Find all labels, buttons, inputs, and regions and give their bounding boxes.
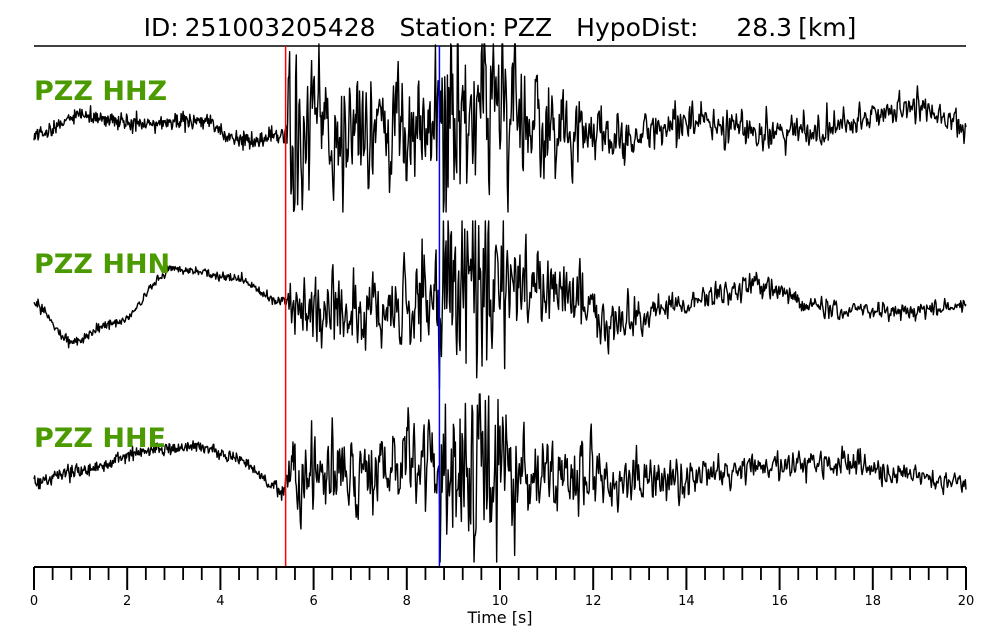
time-axis: 0 2 4 6 8 10 12 14 16 18 20 bbox=[30, 566, 975, 609]
x-tick-label: 0 bbox=[30, 594, 38, 609]
station-label: Station: bbox=[400, 13, 497, 42]
station-code: PZZ bbox=[503, 13, 552, 42]
hypodist-value: 28.3 bbox=[736, 13, 792, 42]
hypodist-unit: [km] bbox=[798, 13, 856, 42]
x-axis-label: Time [s] bbox=[466, 608, 532, 627]
x-tick-label: 20 bbox=[958, 594, 975, 609]
x-tick-label: 4 bbox=[216, 594, 224, 609]
waveform-trace-2 bbox=[33, 220, 967, 390]
phase-pick-group bbox=[284, 46, 441, 567]
trace-group bbox=[33, 43, 967, 563]
x-tick-label: 2 bbox=[123, 594, 131, 609]
trace-label-1: PZZ HHZ bbox=[34, 76, 167, 107]
waveform-trace-1 bbox=[33, 43, 967, 213]
x-tick-label: 8 bbox=[403, 594, 411, 609]
hypodist-label: HypoDist: bbox=[576, 13, 698, 42]
x-tick-label: 6 bbox=[309, 594, 317, 609]
event-id: 251003205428 bbox=[185, 13, 376, 42]
trace-label-2: PZZ HHN bbox=[34, 249, 170, 280]
x-tick-label: 18 bbox=[865, 594, 882, 609]
trace-label-3: PZZ HHE bbox=[34, 423, 166, 454]
waveform-trace-3 bbox=[33, 393, 967, 563]
x-tick-label: 12 bbox=[585, 594, 602, 609]
chart-title: ID: 251003205428 Station: PZZ HypoDist: 28.3[… bbox=[144, 13, 857, 42]
x-tick-label: 16 bbox=[771, 594, 788, 609]
id-label: ID: bbox=[144, 13, 179, 42]
x-tick-label: 14 bbox=[678, 594, 695, 609]
x-tick-label: 10 bbox=[492, 594, 509, 609]
trace-label-group: PZZ HHZ PZZ HHN PZZ HHE bbox=[34, 76, 170, 454]
